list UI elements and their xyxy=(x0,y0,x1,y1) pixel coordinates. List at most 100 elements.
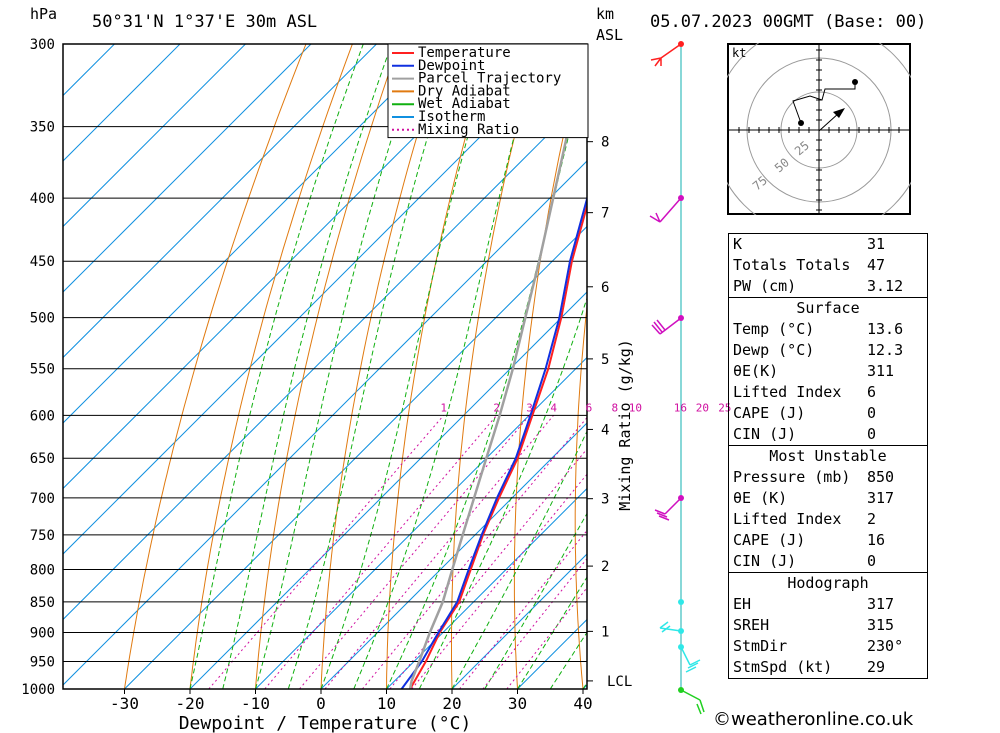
height-tick-label: 2 xyxy=(601,559,609,575)
isotherm-line xyxy=(63,44,443,424)
isotherm-line xyxy=(63,44,377,359)
wind-level-dot xyxy=(678,315,684,321)
wind-barb xyxy=(680,646,701,673)
pressure-tick-label: 900 xyxy=(30,626,55,642)
mixing-ratio-line xyxy=(299,414,530,689)
wet-adiabat-line xyxy=(287,44,457,689)
height-tick-label: 1 xyxy=(601,624,609,640)
mixing-ratio-line xyxy=(264,414,498,689)
table-row: Dewp (°C) 12.3 xyxy=(729,340,927,361)
pressure-unit-label: hPa xyxy=(30,5,58,23)
height-unit-label: km xyxy=(596,5,615,23)
height-tick-label: 7 xyxy=(601,206,609,222)
table-row: StmDir 230° xyxy=(729,636,927,657)
table-row-value: 47 xyxy=(867,256,886,274)
pressure-tick-label: 450 xyxy=(30,254,55,270)
wet-adiabat-line xyxy=(418,296,587,689)
mixing-ratio-line xyxy=(362,416,587,689)
pressure-tick-label: 400 xyxy=(30,191,55,207)
table-row: CAPE (J) 0 xyxy=(729,403,927,424)
table-row-label: K xyxy=(733,235,743,253)
table-row-label: StmDir xyxy=(733,637,788,655)
table-row: CIN (J) 0 xyxy=(729,424,927,445)
storm-motion-arrowhead xyxy=(833,108,845,118)
table-row-label: Pressure (mb) xyxy=(733,468,851,486)
pressure-tick-label: 750 xyxy=(30,528,55,544)
x-tick-label: 0 xyxy=(316,694,326,713)
x-tick-label: 20 xyxy=(442,694,461,713)
x-tick-label: -20 xyxy=(176,694,205,713)
isotherm-line xyxy=(451,553,587,689)
table-row-label: EH xyxy=(733,595,752,613)
dry-adiabat-line xyxy=(255,44,400,689)
table-row-value: 0 xyxy=(867,425,877,443)
hodograph-header: Hodograph xyxy=(729,572,927,594)
mixing-ratio-label: 10 xyxy=(629,401,642,414)
pressure-tick-label: 800 xyxy=(30,562,55,578)
table-row-value: 31 xyxy=(867,235,886,253)
mixing-ratio-axis-label: Mixing Ratio (g/kg) xyxy=(616,339,634,511)
pressure-tick-label: 650 xyxy=(30,451,55,467)
mixing-ratio-label: 3 xyxy=(526,401,533,414)
wet-adiabat-line xyxy=(189,44,364,689)
isotherm-line xyxy=(63,160,587,686)
hodograph-start-dot xyxy=(798,120,804,126)
dry-adiabat-line xyxy=(124,44,307,689)
wind-level-dot xyxy=(678,599,684,605)
pressure-tick-label: 300 xyxy=(30,37,55,53)
x-tick-label: 40 xyxy=(573,694,592,713)
pressure-tick-label: 850 xyxy=(30,595,55,611)
height-tick-label: 4 xyxy=(601,422,609,438)
table-row: K 31 xyxy=(729,234,927,255)
x-tick-label: -30 xyxy=(110,694,139,713)
temperature-line xyxy=(409,202,587,689)
table-row-value: 12.3 xyxy=(867,341,904,359)
table-row-value: 0 xyxy=(867,404,877,422)
location-title: 50°31'N 1°37'E 30m ASL xyxy=(92,12,318,32)
hodograph-end-dot xyxy=(852,79,858,85)
table-row: CAPE (J) 16 xyxy=(729,530,927,551)
table-row: CIN (J) 0 xyxy=(729,551,927,572)
mixing-ratio-label: 16 xyxy=(674,401,687,414)
table-row-value: 16 xyxy=(867,531,886,549)
height-tick-label: LCL xyxy=(607,674,632,690)
table-row: SREH 315 xyxy=(729,615,927,636)
hodograph-units: kt xyxy=(732,46,746,60)
wind-level-dot xyxy=(678,644,684,650)
pressure-tick-label: 600 xyxy=(30,408,55,424)
mixing-ratio-label: 8 xyxy=(611,401,618,414)
table-row-label: Totals Totals xyxy=(733,256,851,274)
isotherm-line xyxy=(63,44,246,228)
table-row-value: 2 xyxy=(867,510,877,528)
table-row: θE(K) 311 xyxy=(729,361,927,382)
mixing-ratio-label: 6 xyxy=(586,401,593,414)
wind-barb xyxy=(654,497,682,521)
wet-adiabat-line xyxy=(451,430,587,689)
datetime-title: 05.07.2023 00GMT (Base: 00) xyxy=(650,12,927,32)
table-row-label: CIN (J) xyxy=(733,425,797,443)
storm-motion-arrow xyxy=(818,112,840,132)
table-row-value: 311 xyxy=(867,362,895,380)
pressure-tick-label: 1000 xyxy=(21,682,55,698)
isotherm-line xyxy=(255,356,587,689)
mixing-ratio-line xyxy=(389,448,587,689)
hodograph-trace xyxy=(792,82,856,124)
table-row: Pressure (mb) 850 xyxy=(729,467,927,488)
site-name[interactable]: weatheronline.co.uk xyxy=(731,709,914,730)
copyright-icon: © xyxy=(713,709,731,730)
wind-level-dot xyxy=(678,41,684,47)
height-tick-label: 5 xyxy=(601,352,609,368)
table-row-label: StmSpd (kt) xyxy=(733,658,833,676)
mixing-ratio-label: 1 xyxy=(440,401,447,414)
table-row-value: 29 xyxy=(867,658,886,676)
table-row-label: Temp (°C) xyxy=(733,320,815,338)
isotherm-line xyxy=(320,422,587,689)
table-row-value: 317 xyxy=(867,489,895,507)
table-row: Totals Totals 47 xyxy=(729,255,927,276)
legend-entry: Dewpoint xyxy=(418,58,485,74)
table-row-value: 6 xyxy=(867,383,877,401)
x-tick-label: -10 xyxy=(241,694,270,713)
table-row-value: 315 xyxy=(867,616,895,634)
